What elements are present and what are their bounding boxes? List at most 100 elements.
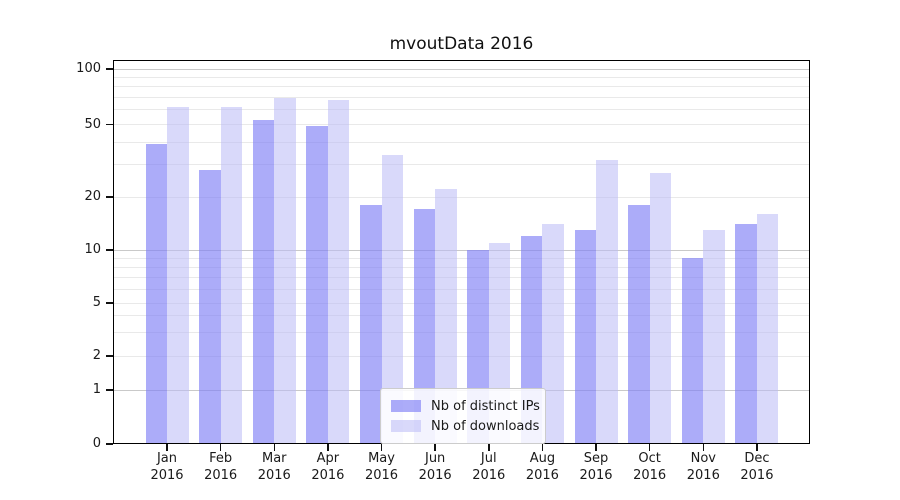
x-tick-label-jan: Jan 2016 [127, 450, 207, 484]
legend-swatch-downloads [391, 420, 421, 432]
x-tick-mark-dec [756, 444, 758, 451]
legend: Nb of distinct IPs Nb of downloads [380, 388, 546, 444]
bar-distinct-ips-jun [413, 209, 436, 444]
x-tick-mark-mar [273, 444, 275, 451]
x-tick-mark-oct [648, 444, 651, 451]
gridline-major [113, 249, 810, 251]
y-tick-label-5: 5 [92, 295, 101, 310]
x-tick-mark-nov [702, 444, 705, 451]
legend-label-distinct-ips: Nb of distinct IPs [431, 398, 540, 414]
bar-distinct-ips-feb [199, 170, 221, 444]
x-tick-mark-sep [595, 444, 597, 451]
y-tick-label-1: 1 [92, 382, 101, 397]
legend-label-downloads: Nb of downloads [431, 418, 540, 434]
x-tick-month: Mar [261, 451, 287, 466]
x-tick-mark-jul [488, 444, 490, 451]
x-tick-label-oct: Oct 2016 [610, 450, 690, 484]
x-tick-month: Sep [583, 451, 609, 466]
x-tick-label-feb: Feb 2016 [181, 450, 261, 484]
gridline-minor [113, 76, 810, 78]
x-tick-label-nov: Nov 2016 [663, 450, 743, 484]
x-tick-label-dec: Dec 2016 [717, 450, 797, 484]
x-tick-label-may: May 2016 [342, 450, 422, 484]
x-tick-label-apr: Apr 2016 [288, 450, 368, 484]
bar-downloads-sep [596, 159, 618, 444]
x-tick-year: 2016 [257, 468, 291, 483]
bar-downloads-oct [649, 173, 672, 444]
gridline-minor [113, 109, 810, 111]
bar-downloads-feb [220, 107, 243, 444]
x-tick-year: 2016 [579, 468, 613, 483]
gridline-minor [113, 196, 810, 198]
legend-item-distinct-ips: Nb of distinct IPs [391, 396, 540, 416]
y-tick-mark-10 [106, 249, 113, 251]
gridline-minor [113, 97, 810, 99]
x-tick-month: Oct [638, 451, 661, 466]
x-tick-year: 2016 [686, 468, 720, 483]
gridline-minor [113, 164, 810, 166]
x-tick-mark-apr [327, 444, 329, 451]
x-tick-year: 2016 [150, 468, 184, 483]
x-tick-month: Nov [690, 451, 716, 466]
bar-distinct-ips-may [360, 205, 382, 444]
x-tick-mark-aug [541, 444, 544, 451]
x-tick-mark-jan [166, 444, 168, 451]
y-tick-mark-1 [106, 389, 113, 391]
chart-title: mvoutData 2016 [389, 34, 534, 54]
x-tick-month: Apr [316, 451, 340, 466]
y-tick-mark-50 [106, 123, 113, 126]
gridline-minor [113, 332, 810, 334]
bar-downloads-dec [756, 214, 779, 444]
x-tick-label-jun: Jun 2016 [395, 450, 475, 484]
x-tick-month: Dec [744, 451, 770, 466]
y-tick-mark-20 [106, 196, 113, 198]
y-tick-label-20: 20 [84, 189, 101, 204]
y-tick-mark-0 [106, 443, 113, 445]
x-tick-year: 2016 [418, 468, 452, 483]
gridline-minor [113, 315, 810, 317]
gridline-major [113, 68, 810, 70]
x-tick-year: 2016 [204, 468, 238, 483]
x-tick-month: Jan [156, 451, 178, 466]
bar-distinct-ips-oct [628, 205, 650, 444]
x-tick-mark-may [380, 444, 383, 451]
bar-downloads-may [381, 155, 404, 444]
bar-downloads-mar [274, 97, 296, 444]
x-tick-year: 2016 [311, 468, 345, 483]
gridline-minor [113, 276, 810, 278]
y-tick-label-100: 100 [76, 61, 101, 76]
bar-downloads-aug [542, 224, 564, 444]
x-tick-month: May [368, 451, 395, 466]
bar-downloads-apr [327, 99, 350, 444]
x-tick-month: Feb [209, 451, 233, 466]
y-tick-mark-2 [106, 355, 113, 357]
x-tick-label-aug: Aug 2016 [502, 450, 582, 484]
bar-distinct-ips-nov [681, 258, 704, 444]
x-tick-label-sep: Sep 2016 [556, 450, 636, 484]
gridline-minor [113, 124, 810, 125]
gridline-minor [113, 257, 810, 259]
bar-distinct-ips-sep [574, 229, 597, 444]
gridline-minor [113, 355, 810, 357]
x-tick-year: 2016 [633, 468, 667, 483]
bar-distinct-ips-jan [145, 144, 167, 444]
bar-downloads-jun [435, 189, 457, 444]
legend-item-downloads: Nb of downloads [391, 416, 539, 436]
gridline-minor [113, 288, 810, 290]
x-tick-month: Jul [480, 451, 497, 466]
bar-downloads-nov [703, 229, 725, 444]
bar-distinct-ips-apr [306, 126, 328, 444]
gridline-minor [113, 302, 810, 304]
legend-swatch-distinct-ips [391, 400, 421, 412]
x-tick-year: 2016 [472, 468, 506, 483]
gridline-minor [113, 141, 810, 143]
bar-distinct-ips-dec [735, 224, 757, 444]
y-tick-mark-100 [106, 68, 113, 70]
y-tick-label-2: 2 [92, 348, 101, 363]
x-tick-month: Aug [529, 451, 556, 466]
gridline-minor [113, 266, 810, 268]
x-tick-label-jul: Jul 2016 [449, 450, 529, 484]
y-tick-mark-5 [106, 302, 113, 304]
